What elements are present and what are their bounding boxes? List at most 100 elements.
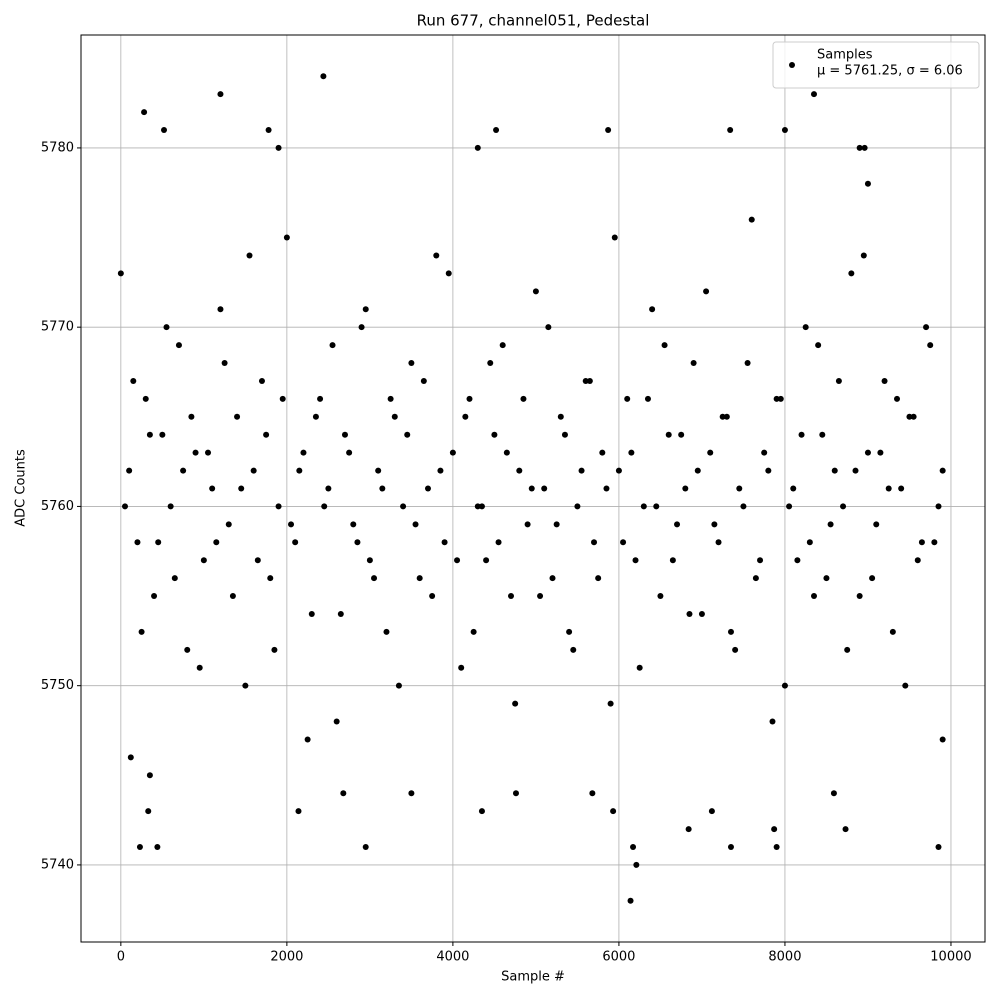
- point: [337, 610, 344, 617]
- point: [371, 575, 378, 582]
- point: [748, 216, 755, 223]
- point: [155, 539, 162, 546]
- point: [126, 467, 133, 474]
- point: [275, 503, 282, 510]
- point: [761, 449, 768, 456]
- point: [462, 413, 469, 420]
- point: [682, 485, 689, 492]
- point: [528, 485, 535, 492]
- legend-box: [772, 41, 980, 89]
- point: [161, 127, 168, 134]
- point: [736, 485, 743, 492]
- point: [557, 413, 564, 420]
- x-tick-label: 8000: [768, 950, 801, 965]
- legend-label: Samples: [817, 48, 873, 63]
- point: [358, 324, 365, 331]
- point: [802, 324, 809, 331]
- point: [727, 127, 734, 134]
- grid: [81, 35, 985, 942]
- point: [437, 467, 444, 474]
- point: [130, 377, 137, 384]
- point: [632, 557, 639, 564]
- point: [740, 503, 747, 510]
- point: [603, 485, 610, 492]
- point: [873, 521, 880, 528]
- point: [686, 610, 693, 617]
- point: [205, 449, 212, 456]
- point: [771, 826, 778, 833]
- point: [524, 521, 531, 528]
- point: [404, 431, 411, 438]
- point: [366, 557, 373, 564]
- point: [340, 790, 347, 797]
- ticks: 0 2000 4000 6000 8000 10000 5740 5750 5760 5770 57…: [41, 140, 972, 964]
- point: [134, 539, 141, 546]
- point: [864, 180, 871, 187]
- point: [669, 557, 676, 564]
- point: [375, 467, 382, 474]
- point: [620, 539, 627, 546]
- point: [491, 431, 498, 438]
- point: [715, 539, 722, 546]
- point: [644, 395, 651, 402]
- point: [478, 808, 485, 815]
- point: [815, 342, 822, 349]
- point: [503, 449, 510, 456]
- point: [752, 575, 759, 582]
- point: [840, 503, 847, 510]
- point: [685, 826, 692, 833]
- point: [265, 127, 272, 134]
- point: [881, 377, 888, 384]
- point: [719, 413, 726, 420]
- point: [154, 843, 161, 850]
- point: [146, 431, 153, 438]
- point: [727, 843, 734, 850]
- point: [653, 503, 660, 510]
- point: [690, 360, 697, 367]
- point: [387, 395, 394, 402]
- point: [141, 109, 148, 116]
- point: [661, 342, 668, 349]
- point: [856, 593, 863, 600]
- point: [549, 575, 556, 582]
- point: [657, 593, 664, 600]
- point: [288, 521, 295, 528]
- point: [599, 449, 606, 456]
- point: [842, 826, 849, 833]
- x-tick-label: 0: [117, 950, 125, 965]
- point: [877, 449, 884, 456]
- point: [633, 861, 640, 868]
- point: [674, 521, 681, 528]
- point: [595, 575, 602, 582]
- point: [321, 503, 328, 510]
- point: [830, 790, 837, 797]
- point: [732, 646, 739, 653]
- point: [225, 521, 232, 528]
- y-tick-label: 5750: [41, 678, 74, 693]
- point: [927, 342, 934, 349]
- point: [615, 467, 622, 474]
- point: [474, 144, 481, 151]
- point: [869, 575, 876, 582]
- point: [350, 521, 357, 528]
- point: [493, 127, 500, 134]
- point: [640, 503, 647, 510]
- point: [317, 395, 324, 402]
- point: [757, 557, 764, 564]
- point: [400, 503, 407, 510]
- point: [146, 772, 153, 779]
- point: [541, 485, 548, 492]
- point: [454, 557, 461, 564]
- point: [138, 628, 145, 635]
- point: [848, 270, 855, 277]
- point: [136, 843, 143, 850]
- point: [391, 413, 398, 420]
- point: [429, 593, 436, 600]
- point: [860, 252, 867, 259]
- point: [861, 144, 868, 151]
- x-axis-label: Sample #: [501, 970, 565, 985]
- x-tick-label: 10000: [930, 950, 971, 965]
- point: [727, 628, 734, 635]
- point: [630, 843, 637, 850]
